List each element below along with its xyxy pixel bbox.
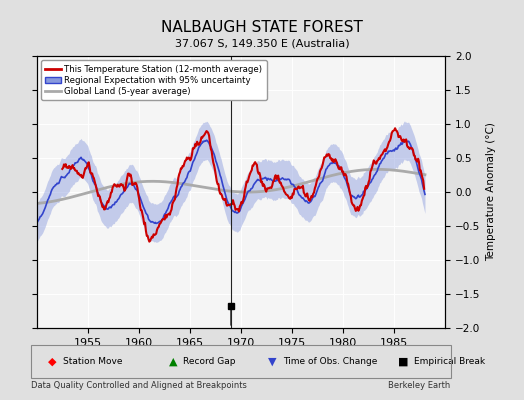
Text: ▲: ▲ — [169, 356, 177, 366]
Text: Station Move: Station Move — [63, 357, 123, 366]
Y-axis label: Temperature Anomaly (°C): Temperature Anomaly (°C) — [486, 122, 496, 262]
Text: Berkeley Earth: Berkeley Earth — [388, 381, 451, 390]
Text: Empirical Break: Empirical Break — [414, 357, 485, 366]
Text: Record Gap: Record Gap — [183, 357, 236, 366]
Text: 37.067 S, 149.350 E (Australia): 37.067 S, 149.350 E (Australia) — [174, 38, 350, 48]
Text: ◆: ◆ — [48, 356, 57, 366]
Text: ■: ■ — [398, 356, 409, 366]
Text: ▼: ▼ — [268, 356, 277, 366]
Text: NALBAUGH STATE FOREST: NALBAUGH STATE FOREST — [161, 20, 363, 35]
Text: Data Quality Controlled and Aligned at Breakpoints: Data Quality Controlled and Aligned at B… — [31, 381, 247, 390]
Text: Time of Obs. Change: Time of Obs. Change — [283, 357, 377, 366]
Legend: This Temperature Station (12-month average), Regional Expectation with 95% uncer: This Temperature Station (12-month avera… — [41, 60, 267, 100]
